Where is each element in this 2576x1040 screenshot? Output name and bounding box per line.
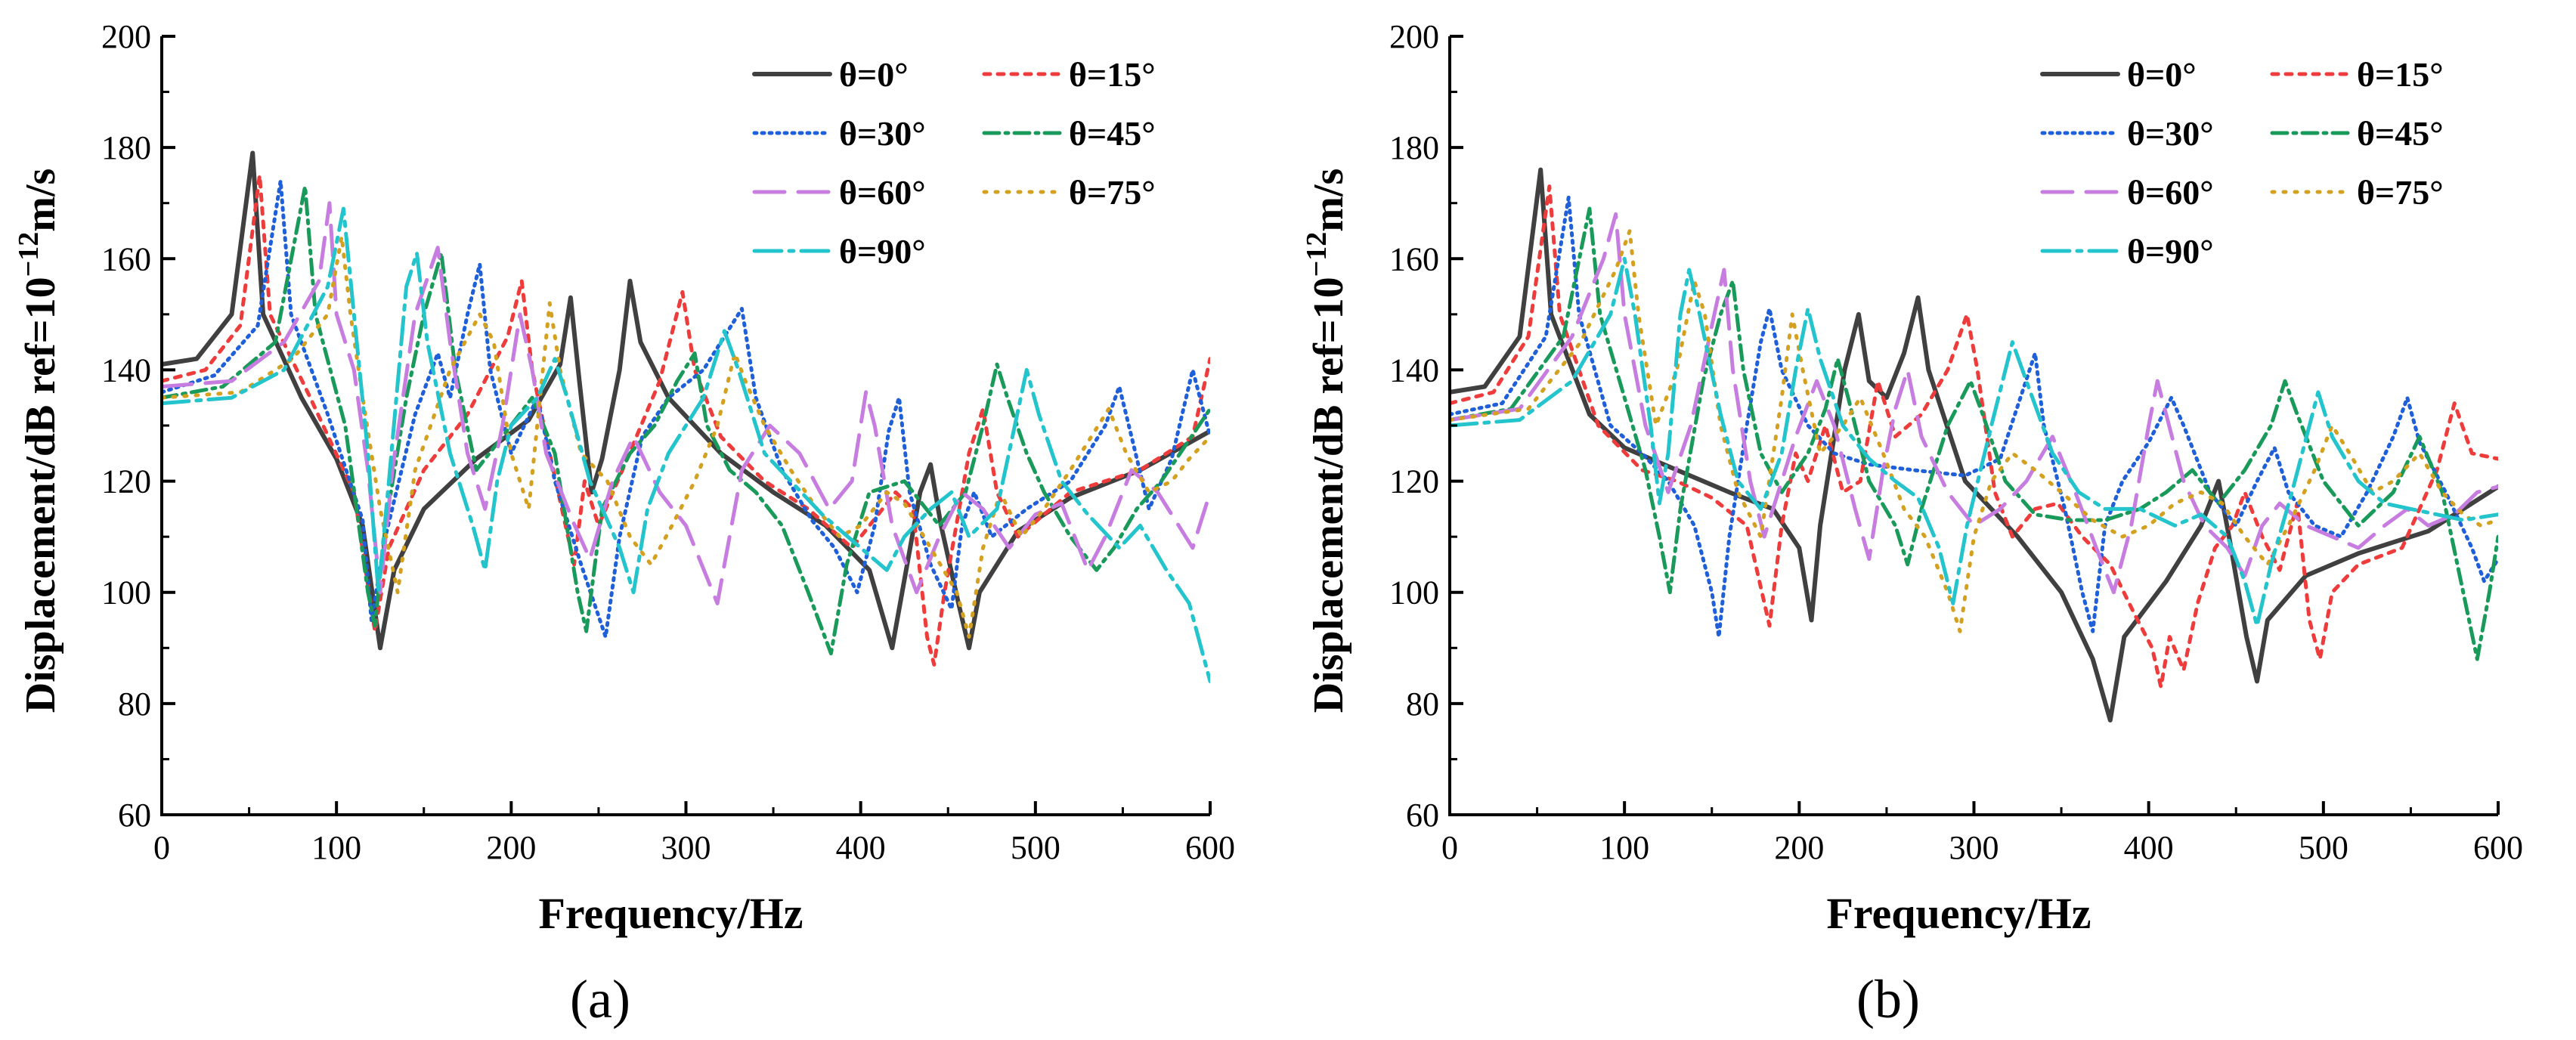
legend-label: θ=90° (839, 232, 926, 271)
y-tick-label: 200 (1389, 18, 1439, 55)
series-line-5 (162, 234, 1210, 639)
y-tick-label: 140 (101, 351, 151, 388)
y-tick-label: 80 (118, 686, 151, 723)
y-axis-title: Displacement/dB ref=10−12m/s (13, 169, 64, 713)
x-tick-label: 0 (1441, 829, 1458, 866)
legend-label: θ=90° (2127, 232, 2214, 271)
legend-label: θ=75° (2357, 173, 2444, 212)
legend-label: θ=0° (839, 55, 909, 94)
x-tick-label: 500 (2299, 829, 2348, 866)
y-tick-label: 200 (101, 18, 151, 55)
series-line-2 (162, 178, 1210, 639)
legend: θ=0° θ=15° θ=30° θ=45° θ=60° θ=75° θ=90° (2040, 55, 2444, 271)
x-tick-label: 200 (1774, 829, 1824, 866)
legend-label: θ=45° (1069, 114, 1156, 153)
series-line-1 (1450, 184, 2498, 689)
legend-label: θ=30° (839, 114, 926, 153)
y-tick-label: 180 (1389, 129, 1439, 166)
chart-b: 0 100 200 300 400 500 600 60 80 100 120 140 160 180 20… (1301, 18, 2523, 1029)
series-line-6 (1450, 256, 2498, 628)
legend-label: θ=45° (2357, 114, 2444, 153)
legend-label: θ=0° (2127, 55, 2197, 94)
x-axis-title: Frequency/Hz (538, 889, 803, 938)
x-tick-label: 400 (2124, 829, 2174, 866)
x-tick-label: 500 (1011, 829, 1060, 866)
series-line-4 (162, 201, 1210, 605)
y-tick-label: 120 (101, 463, 151, 500)
series-line-0 (1450, 167, 2498, 723)
y-axis-title: Displacement/dB ref=10−12m/s (1301, 169, 1352, 713)
series-group (162, 150, 1210, 683)
legend-label: θ=60° (2127, 173, 2214, 212)
y-tick-label: 60 (1406, 797, 1439, 834)
series-line-0 (162, 150, 1210, 651)
chart-a: 0 100 200 300 400 500 600 60 80 100 120 140 160 180 20… (13, 18, 1235, 1029)
series-line-1 (162, 173, 1210, 667)
y-tick-label: 80 (1406, 686, 1439, 723)
y-tick-label: 100 (101, 574, 151, 611)
panel-label-a: (a) (570, 969, 630, 1029)
x-tick-label: 0 (153, 829, 170, 866)
y-tick-label: 60 (118, 797, 151, 834)
panel-label-b: (b) (1856, 969, 1920, 1029)
x-tick-label: 300 (1949, 829, 1999, 866)
x-tick-label: 100 (311, 829, 361, 866)
legend-label: θ=75° (1069, 173, 1156, 212)
x-tick-label: 600 (2473, 829, 2523, 866)
y-tick-label: 140 (1389, 351, 1439, 388)
x-tick-label: 300 (661, 829, 711, 866)
panel-a: 0 100 200 300 400 500 600 60 80 100 120 140 160 180 20… (13, 18, 1235, 1029)
x-axis-title: Frequency/Hz (1826, 889, 2091, 938)
axes-frame (1448, 36, 2498, 816)
series-line-6 (162, 206, 1210, 683)
legend-label: θ=30° (2127, 114, 2214, 153)
y-tick-label: 100 (1389, 574, 1439, 611)
legend-label: θ=15° (2357, 55, 2444, 94)
legend-label: θ=60° (839, 173, 926, 212)
y-tick-label: 180 (101, 129, 151, 166)
series-line-4 (1450, 212, 2498, 595)
y-tick-label: 160 (1389, 240, 1439, 277)
x-tick-label: 100 (1599, 829, 1649, 866)
y-tick-label: 160 (101, 240, 151, 277)
panel-b: 0 100 200 300 400 500 600 60 80 100 120 140 160 180 20… (1288, 0, 2576, 1040)
legend: θ=0° θ=15° θ=30° θ=45° θ=60° θ=75° θ=90° (752, 55, 1156, 271)
x-tick-label: 400 (836, 829, 886, 866)
y-tick-label: 120 (1389, 463, 1439, 500)
series-line-2 (1450, 195, 2498, 639)
legend-label: θ=15° (1069, 55, 1156, 94)
x-tick-label: 200 (486, 829, 536, 866)
series-group (1450, 167, 2498, 723)
series-line-5 (1450, 229, 2498, 633)
x-tick-label: 600 (1185, 829, 1235, 866)
